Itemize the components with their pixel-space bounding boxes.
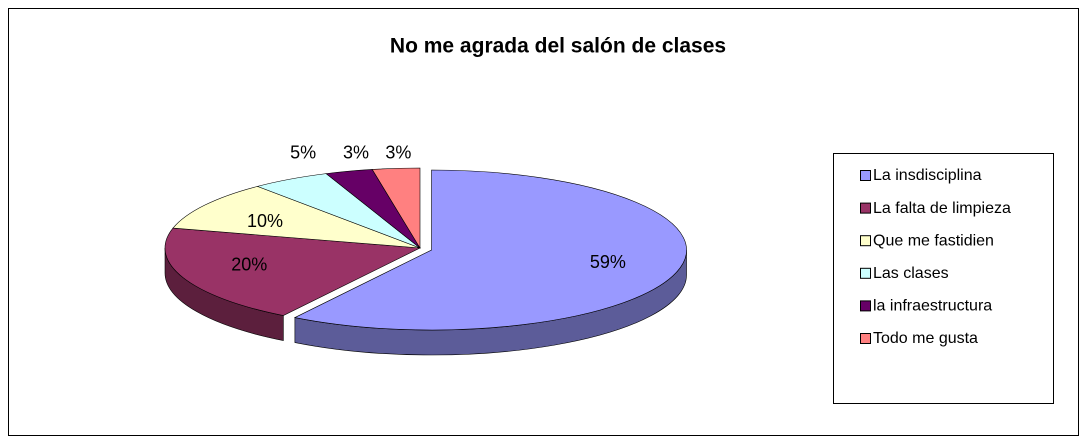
legend-swatch — [860, 202, 871, 214]
data-label: 3% — [343, 142, 369, 162]
slice — [371, 167, 421, 250]
slice — [172, 186, 421, 249]
legend-label: Todo me gusta — [873, 330, 978, 347]
slice-top — [371, 167, 421, 250]
legend-label: Que me fastidien — [873, 232, 994, 249]
legend-label: La falta de limpieza — [873, 200, 1011, 217]
slice-top — [172, 186, 421, 249]
legend-swatch — [860, 300, 871, 312]
data-label: 59% — [590, 252, 626, 272]
slice-top — [293, 169, 687, 331]
legend-swatch — [860, 333, 871, 344]
data-label: 20% — [231, 254, 267, 274]
legend-label: la infraestructura — [873, 298, 992, 315]
legend-label: Las clases — [873, 265, 949, 282]
chart-title: No me agrada del salón de clases — [390, 35, 726, 58]
legend-swatch — [860, 267, 871, 279]
legend-swatch — [860, 170, 871, 181]
legend-label: La insdisciplina — [873, 167, 982, 184]
data-label: 10% — [247, 211, 283, 231]
slice — [293, 169, 687, 356]
legend-swatch — [860, 235, 871, 247]
slice — [164, 227, 422, 341]
data-label: 3% — [385, 142, 411, 162]
slice-top — [164, 227, 422, 316]
data-label: 5% — [290, 142, 316, 162]
